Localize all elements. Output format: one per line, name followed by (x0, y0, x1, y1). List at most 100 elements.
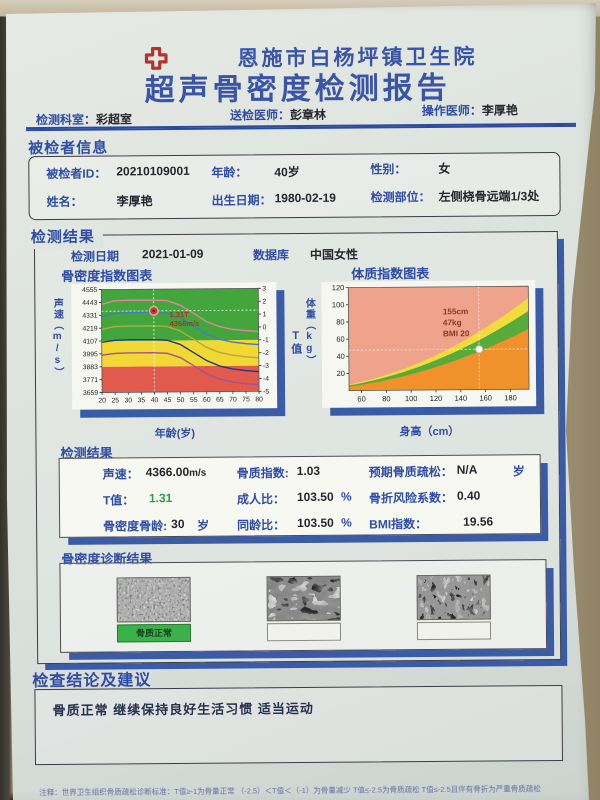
svg-text:140: 140 (455, 394, 468, 403)
database-label: 数据库 (252, 248, 290, 263)
patient-id-label: 被检者ID： (46, 166, 107, 181)
svg-text:1: 1 (262, 311, 266, 318)
bqi-value: 1.03 (296, 463, 321, 479)
dept-label: 检测科室： (35, 112, 97, 128)
svg-text:55: 55 (190, 397, 198, 404)
svg-text:-5: -5 (263, 389, 269, 396)
fracture-risk-value: 0.40 (456, 488, 481, 503)
svg-text:120: 120 (332, 283, 345, 292)
tvalue-label: T值： (102, 493, 135, 508)
svg-text:70: 70 (229, 396, 237, 403)
svg-text:-1: -1 (263, 337, 269, 344)
bone-texture-image-osteopenia (266, 575, 341, 622)
bone-density-chart: 1.31T 4366m/s 4555 4443 4331 4219 4107 3995 3883… (71, 282, 278, 410)
referrer-field: 送检医师：彭章林 (230, 106, 326, 124)
svg-text:50: 50 (177, 397, 185, 404)
svg-text:120: 120 (430, 394, 443, 403)
bone-age-unit: 岁 (197, 518, 210, 533)
svg-text:4555: 4555 (82, 287, 97, 294)
svg-text:47kg: 47kg (443, 318, 462, 327)
age-value: 40岁 (274, 164, 300, 180)
bone-status-label-normal: 骨质正常 (116, 623, 192, 643)
bone-status-label-2 (266, 622, 342, 642)
svg-text:0: 0 (263, 324, 267, 331)
database-value: 中国女性 (309, 247, 359, 262)
svg-text:60: 60 (203, 397, 211, 404)
referrer-label: 送检医师： (229, 108, 290, 123)
bmi-chart-xlabel: 身高（cm） (399, 425, 460, 439)
tvalue-value: 1.31 (148, 491, 173, 506)
svg-text:4366m/s: 4366m/s (170, 319, 200, 328)
bone-texture-image-osteoporosis (416, 574, 491, 621)
svg-text:80: 80 (336, 317, 344, 326)
sos-unit: m/s (189, 467, 207, 479)
birth-label: 出生日期： (211, 193, 272, 208)
conclusion-box (34, 684, 563, 766)
svg-text:80: 80 (255, 396, 263, 403)
site-value: 左侧桡骨远端1/3处 (438, 189, 540, 204)
osteo-forecast-label: 预期骨质疏松： (368, 464, 453, 480)
svg-text:30: 30 (125, 397, 133, 404)
svg-text:40: 40 (336, 352, 344, 361)
svg-text:40: 40 (151, 397, 159, 404)
bone-chart-title: 骨密度指数图表 (61, 268, 153, 284)
dept-value: 彩超室 (95, 112, 133, 127)
adult-ratio-value: 103.50 (296, 489, 334, 505)
bone-age-value: 30 (171, 516, 185, 532)
footnote: 注释：世界卫生组织骨质疏松诊断标准：T值≥-1为骨量正常 （-2.5）＜T值＜（… (39, 784, 541, 798)
sos-label: 声速： (102, 467, 139, 482)
svg-text:45: 45 (164, 397, 172, 404)
operator-value: 李厚艳 (481, 103, 518, 118)
patient-id-value: 20210109001 (116, 163, 190, 179)
test-date-label: 检测日期 (70, 249, 120, 264)
referrer-value: 彭章林 (289, 107, 327, 123)
name-value: 李厚艳 (116, 194, 153, 209)
bone-age-label: 骨密度骨龄: (103, 519, 168, 534)
peer-ratio-label: 同龄比： (237, 518, 286, 533)
bone-chart-ylabel-right: T值 (289, 329, 302, 356)
peer-ratio-value: 103.50 (297, 515, 334, 531)
svg-text:1.31T: 1.31T (169, 310, 189, 319)
svg-text:3659: 3659 (83, 390, 98, 397)
svg-text:20: 20 (337, 369, 345, 378)
svg-text:4331: 4331 (82, 313, 97, 320)
svg-text:60: 60 (336, 335, 344, 344)
test-date-value: 2021-01-09 (141, 246, 204, 262)
svg-text:BMI 20: BMI 20 (443, 329, 470, 338)
bmi-index-value: 19.56 (463, 514, 494, 529)
peer-ratio-unit: % (341, 515, 352, 530)
sos-value: 4366.00 (145, 464, 190, 480)
svg-text:100: 100 (405, 394, 418, 403)
svg-text:3883: 3883 (83, 364, 98, 371)
dept-field: 检测科室：彩超室 (36, 110, 132, 128)
svg-text:-2: -2 (263, 350, 269, 357)
results-section-title: 检测结果 (28, 225, 103, 250)
svg-text:3995: 3995 (83, 351, 98, 358)
birth-value: 1980-02-19 (274, 190, 337, 206)
osteo-forecast-value: N/A (456, 462, 478, 477)
svg-text:60: 60 (357, 394, 365, 403)
svg-text:65: 65 (216, 397, 224, 404)
sex-label: 性别： (370, 162, 407, 177)
adult-ratio-label: 成人比： (236, 492, 286, 507)
bmi-chart-title: 体质指数图表 (351, 265, 430, 282)
svg-text:180: 180 (504, 393, 517, 402)
site-label: 检测部位： (370, 189, 431, 205)
bone-chart-xlabel: 年龄(岁) (154, 427, 196, 441)
operator-field: 操作医师：李厚艳 (422, 101, 518, 119)
bmi-chart-ylabel: 体重（kg） (303, 297, 315, 366)
bone-status-label-3 (416, 621, 492, 641)
svg-text:-3: -3 (263, 363, 269, 370)
svg-text:3: 3 (262, 286, 266, 293)
red-cross-icon (144, 46, 168, 70)
svg-text:3771: 3771 (83, 377, 98, 384)
conclusion-text: 骨质正常 继续保持良好生活习惯 适当运动 (52, 700, 314, 718)
svg-text:-4: -4 (263, 376, 269, 383)
fracture-risk-label: 骨折风险系数： (368, 490, 454, 506)
svg-text:25: 25 (111, 397, 119, 404)
svg-text:75: 75 (242, 396, 250, 403)
svg-text:100: 100 (332, 300, 345, 309)
svg-text:4219: 4219 (82, 326, 97, 333)
diagnosis-box: 骨质正常 (59, 559, 548, 653)
